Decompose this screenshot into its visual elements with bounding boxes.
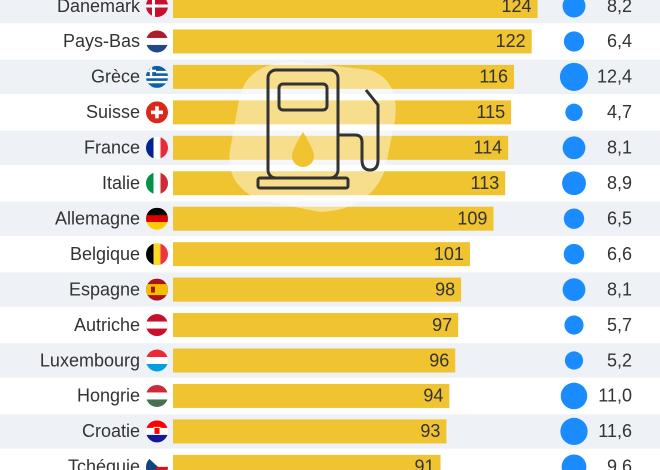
category-label: Danemark xyxy=(57,0,141,16)
bar-value-label: 115 xyxy=(476,102,505,122)
category-label: Suisse xyxy=(86,102,140,122)
flag xyxy=(146,314,168,336)
bar xyxy=(173,29,532,54)
bar-value-label: 109 xyxy=(457,208,487,228)
bar xyxy=(173,313,459,338)
category-label: Autriche xyxy=(74,315,140,335)
dot-value-label: 9,6 xyxy=(607,457,632,470)
bar-value-label: 114 xyxy=(473,138,502,158)
bar xyxy=(173,0,538,18)
dot-value-label: 8,9 xyxy=(607,173,632,193)
bar xyxy=(173,100,512,125)
dot xyxy=(561,454,587,470)
dot xyxy=(564,351,584,370)
dot-value-label: 6,5 xyxy=(607,208,632,228)
dot xyxy=(562,278,586,301)
flag xyxy=(146,456,168,470)
dot-value-label: 6,6 xyxy=(607,244,632,264)
flag xyxy=(146,66,168,88)
bar-value-label: 94 xyxy=(423,386,443,406)
category-label: Pays-Bas xyxy=(63,31,140,51)
flag xyxy=(146,243,169,265)
bar xyxy=(173,277,462,302)
bar-value-label: 124 xyxy=(502,0,532,16)
bar xyxy=(173,171,506,196)
dot xyxy=(563,208,585,229)
flag xyxy=(146,172,169,194)
bar xyxy=(173,242,470,267)
dot-value-label: 4,7 xyxy=(607,102,632,122)
category-label: Allemagne xyxy=(55,208,140,228)
flag xyxy=(146,101,168,123)
bar-value-label: 98 xyxy=(435,279,455,299)
bar-value-label: 96 xyxy=(429,350,449,370)
dot xyxy=(562,0,586,18)
category-label: Italie xyxy=(102,173,140,193)
bar xyxy=(173,454,441,470)
bar-value-label: 97 xyxy=(432,315,452,335)
dot-value-label: 12,4 xyxy=(597,67,632,87)
dot xyxy=(560,417,588,446)
flag xyxy=(146,385,168,408)
fuel-pump-icon xyxy=(229,61,396,212)
dot xyxy=(562,171,586,196)
bar xyxy=(173,383,450,408)
bar-value-label: 91 xyxy=(415,457,435,470)
bar-value-label: 101 xyxy=(434,244,464,264)
category-label: Espagne xyxy=(69,279,140,299)
dot xyxy=(563,31,585,52)
bar-value-label: 93 xyxy=(420,421,440,441)
flag xyxy=(146,279,168,301)
dot-value-label: 8,1 xyxy=(607,138,632,158)
bar-value-label: 122 xyxy=(496,31,526,51)
bar-value-label: 116 xyxy=(479,67,508,87)
bar xyxy=(173,348,456,373)
category-label: Tchéquie xyxy=(68,457,140,470)
dot xyxy=(560,382,588,410)
dot xyxy=(565,103,583,122)
bar xyxy=(173,64,515,89)
dot-value-label: 6,4 xyxy=(607,31,632,51)
dot xyxy=(559,62,589,91)
bar xyxy=(173,135,509,160)
bar-value-label: 113 xyxy=(471,173,500,193)
flag xyxy=(146,30,168,53)
bar xyxy=(173,419,447,444)
dot xyxy=(562,136,586,160)
dot xyxy=(563,243,585,265)
dot-value-label: 5,2 xyxy=(607,350,632,370)
dot-value-label: 8,2 xyxy=(607,0,632,16)
dot xyxy=(564,315,584,335)
dot-value-label: 5,7 xyxy=(607,315,632,335)
dot-value-label: 11,6 xyxy=(598,421,632,441)
category-label: Luxembourg xyxy=(40,350,140,370)
dot-value-label: 11,0 xyxy=(598,386,632,406)
category-label: Croatie xyxy=(82,421,140,441)
category-label: France xyxy=(84,138,140,158)
category-label: Hongrie xyxy=(77,386,140,406)
dot-value-label: 8,1 xyxy=(607,279,632,299)
category-label: Belgique xyxy=(70,244,140,264)
category-label: Grèce xyxy=(91,67,140,87)
bar xyxy=(173,206,494,231)
